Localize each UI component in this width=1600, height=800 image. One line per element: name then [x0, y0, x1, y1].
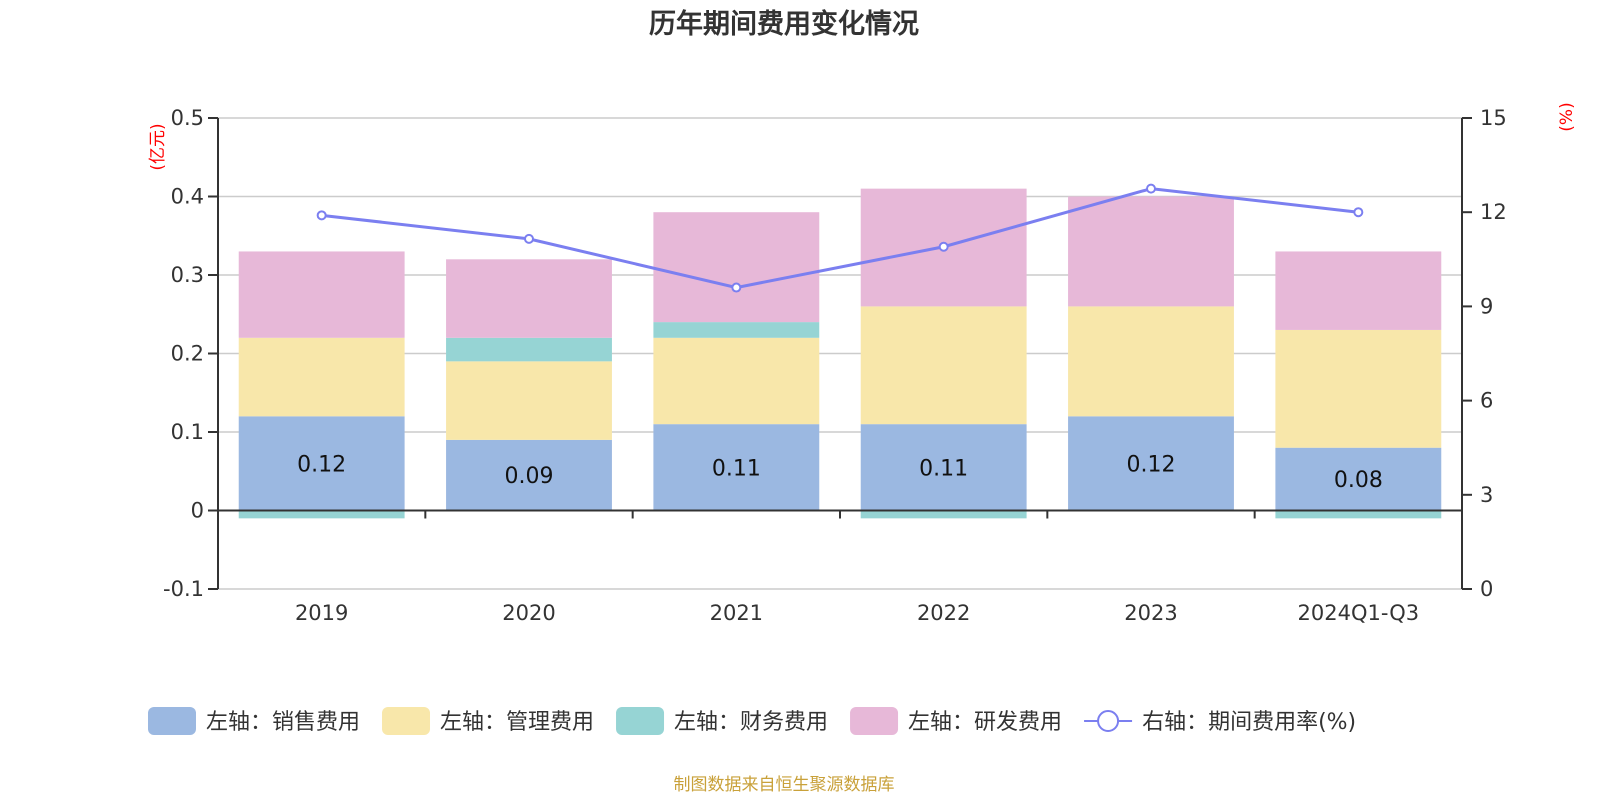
- x-axis-tick-label: 2021: [710, 601, 763, 625]
- legend-marker-icon: [1097, 710, 1120, 732]
- left-axis-tick-label: 0.4: [171, 185, 204, 209]
- legend-swatch: [148, 707, 196, 735]
- rate-line: [316, 183, 1364, 293]
- data-labels: 0.12 0.09 0.11 0.11 0.12 0.08: [297, 452, 1383, 493]
- bar-segment: [446, 361, 612, 440]
- right-axis-tick-label: 3: [1480, 483, 1493, 507]
- legend-item: 左轴：研发费用: [850, 707, 1062, 735]
- axes: -0.1 0 0.1 0.2 0.3 0.4 0.5 0 3 6 9 12 15 2019 2020 2021…: [163, 106, 1507, 625]
- right-axis-tick-label: 9: [1480, 294, 1493, 318]
- data-label: 0.12: [1127, 452, 1176, 477]
- legend-label: 左轴：研发费用: [908, 710, 1062, 735]
- chart-title: 历年期间费用变化情况: [649, 8, 919, 40]
- rate-line-point: [1353, 207, 1364, 218]
- rate-line-path: [321, 187, 1359, 290]
- bar-segment: [446, 259, 612, 338]
- legend: 左轴：销售费用 左轴：管理费用 左轴：财务费用 左轴：研发费用 右轴：期间费用率(%): [148, 707, 1356, 735]
- x-axis-tick-label: 2019: [295, 601, 348, 625]
- source-note: 制图数据来自恒生聚源数据库: [674, 775, 895, 795]
- bar-segment: [860, 510, 1027, 519]
- bar-segment: [446, 337, 612, 362]
- bar-segment: [1068, 196, 1234, 307]
- grid-lines: [218, 117, 1462, 590]
- legend-label: 右轴：期间费用率(%): [1142, 710, 1356, 735]
- legend-item: 左轴：管理费用: [382, 707, 594, 735]
- bar-segment: [1275, 251, 1442, 330]
- bar-segment: [653, 337, 820, 425]
- legend-swatch: [382, 707, 431, 735]
- left-axis-tick-label: 0.3: [171, 263, 204, 287]
- data-label: 0.09: [505, 464, 554, 489]
- left-axis-unit: (亿元): [148, 123, 168, 170]
- data-label: 0.11: [919, 456, 968, 481]
- data-label: 0.08: [1334, 468, 1383, 493]
- bar-segment: [653, 322, 820, 338]
- left-axis-tick-label: 0.5: [171, 106, 204, 130]
- left-axis-tick-label: 0.1: [171, 420, 204, 444]
- right-axis-tick-label: 15: [1480, 106, 1507, 130]
- rate-line-point: [524, 233, 534, 244]
- bar-segment: [653, 212, 820, 323]
- bar-segment: [238, 337, 405, 417]
- bar-segment: [860, 424, 1027, 511]
- rate-line-point: [1146, 183, 1156, 194]
- legend-item: 左轴：财务费用: [616, 707, 828, 735]
- rate-line-point: [316, 210, 327, 221]
- right-axis-tick-label: 0: [1480, 577, 1493, 601]
- bar-segment: [446, 439, 612, 511]
- right-axis-unit: (%): [1557, 102, 1577, 131]
- right-axis-tick-label: 6: [1480, 389, 1493, 413]
- bar-segment: [238, 510, 405, 519]
- data-label: 0.12: [297, 452, 346, 477]
- left-axis-tick-label: 0: [191, 499, 204, 523]
- bar-segment: [238, 416, 405, 511]
- bar-segment: [860, 306, 1027, 425]
- bar-segment: [653, 424, 820, 511]
- bars: [238, 188, 1442, 519]
- legend-label: 左轴：管理费用: [440, 710, 594, 735]
- bar-segment: [1068, 416, 1234, 511]
- legend-label: 左轴：销售费用: [206, 710, 360, 735]
- data-label: 0.11: [712, 456, 761, 481]
- x-axis-tick-label: 2020: [502, 601, 555, 625]
- legend-swatch: [616, 707, 665, 735]
- bar-segment: [1275, 329, 1442, 448]
- x-axis-tick-label: 2022: [917, 601, 970, 625]
- bar-segment: [1275, 447, 1442, 511]
- legend-swatch: [850, 707, 899, 735]
- bar-segment: [1275, 510, 1442, 519]
- legend-item: 左轴：销售费用: [148, 707, 360, 735]
- legend-label: 左轴：财务费用: [674, 710, 828, 735]
- left-axis-tick-label: -0.1: [163, 577, 204, 601]
- bar-segment: [1068, 306, 1234, 417]
- bar-segment: [238, 251, 405, 338]
- right-axis-tick-label: 12: [1480, 200, 1507, 224]
- rate-line-point: [731, 282, 742, 293]
- legend-item: 右轴：期间费用率(%): [1084, 710, 1356, 735]
- x-axis-tick-label: 2024Q1-Q3: [1298, 601, 1420, 625]
- rate-line-point: [938, 241, 949, 252]
- x-axis-tick-label: 2023: [1124, 601, 1177, 625]
- left-axis-tick-label: 0.2: [171, 342, 204, 366]
